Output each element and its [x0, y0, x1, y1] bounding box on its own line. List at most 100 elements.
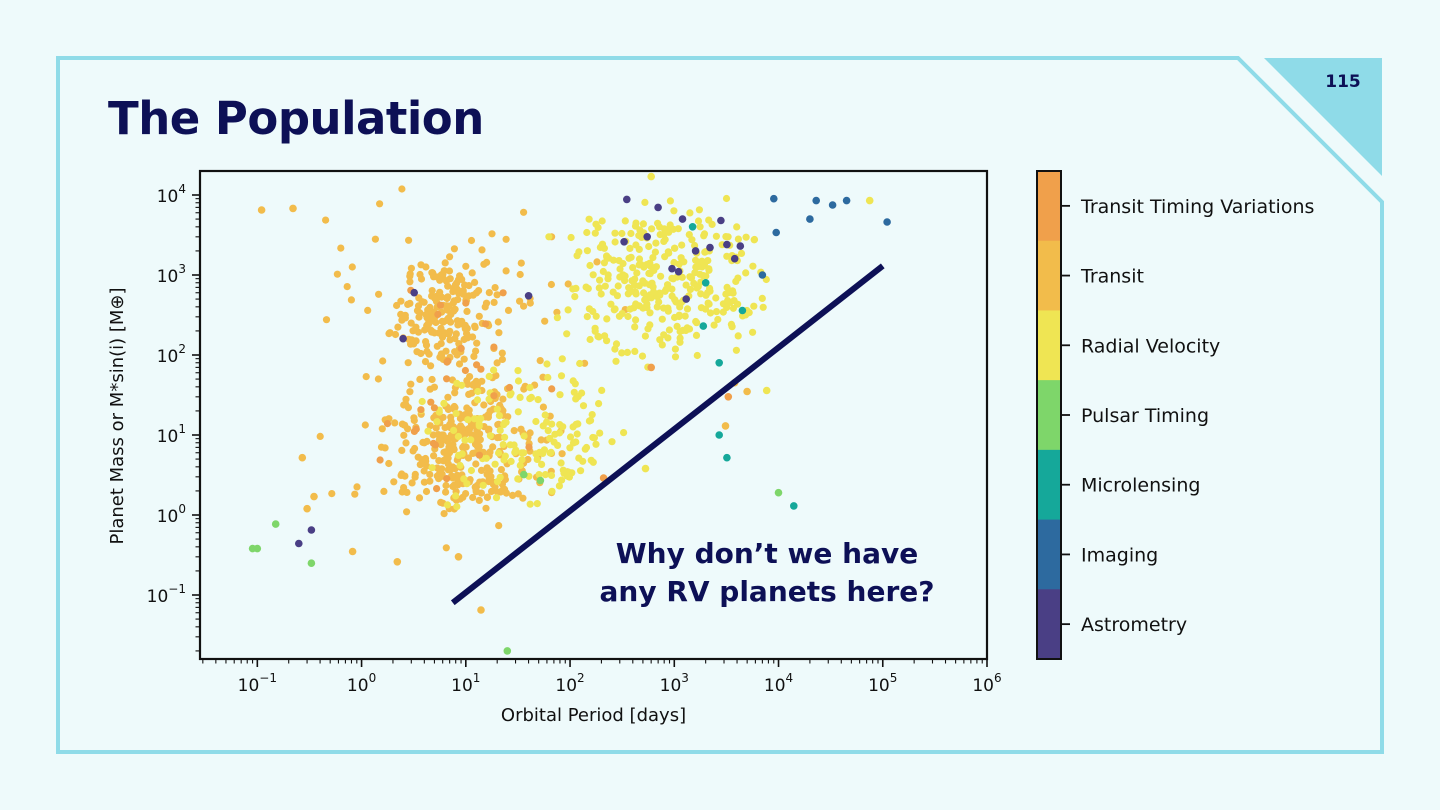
data-point	[546, 449, 554, 457]
data-point	[475, 451, 483, 459]
data-point	[400, 484, 408, 492]
data-point	[842, 196, 851, 205]
data-point	[567, 233, 575, 242]
data-point	[651, 248, 660, 256]
data-point	[712, 294, 720, 302]
data-point	[391, 330, 400, 339]
data-point	[433, 485, 441, 493]
data-point	[446, 421, 454, 429]
data-point	[737, 249, 746, 257]
data-point	[490, 298, 498, 306]
data-point	[723, 453, 731, 462]
annotation-line-2: any RV planets here?	[599, 575, 934, 608]
data-point	[476, 436, 484, 444]
data-point	[467, 466, 475, 475]
data-point	[447, 465, 455, 473]
data-point	[564, 280, 572, 288]
data-point	[572, 420, 580, 428]
page-number: 115	[1325, 72, 1361, 92]
data-point	[699, 272, 707, 280]
data-point	[692, 317, 700, 326]
data-point	[481, 303, 489, 311]
data-point	[592, 220, 600, 228]
data-point	[483, 493, 491, 502]
data-point	[253, 544, 262, 553]
data-point	[322, 316, 331, 324]
data-point	[446, 336, 454, 344]
data-point	[619, 271, 627, 279]
data-point	[680, 258, 688, 266]
data-point	[742, 269, 750, 277]
data-point	[425, 350, 433, 358]
data-point	[507, 389, 515, 397]
data-point	[440, 399, 448, 407]
data-point	[516, 461, 524, 470]
data-point	[743, 387, 751, 396]
data-point	[525, 443, 533, 451]
data-point	[738, 306, 747, 315]
data-point	[539, 449, 547, 457]
data-point	[576, 359, 584, 368]
data-point	[511, 448, 519, 456]
data-point	[464, 416, 472, 424]
data-point	[451, 403, 459, 412]
data-point	[422, 338, 430, 346]
data-point	[719, 308, 727, 316]
data-point	[674, 225, 682, 233]
data-point	[257, 206, 266, 214]
data-point	[421, 358, 430, 366]
data-point	[611, 238, 619, 246]
data-point	[455, 289, 463, 297]
y-axis: 10−1 100 101 102 103 104	[147, 182, 200, 652]
data-point	[328, 490, 336, 498]
y-tick-label: 102	[157, 342, 186, 367]
data-point	[646, 309, 654, 317]
colorbar-segment	[1037, 589, 1061, 660]
data-point	[555, 482, 564, 490]
data-point	[758, 294, 766, 302]
data-point	[430, 452, 438, 460]
data-point	[686, 209, 694, 217]
data-point	[380, 487, 388, 495]
data-point	[575, 248, 583, 256]
data-point	[408, 336, 416, 344]
data-point	[648, 225, 656, 233]
data-point	[463, 377, 471, 385]
data-point	[464, 454, 473, 462]
data-point	[411, 473, 419, 481]
data-point	[641, 198, 649, 206]
data-point	[504, 306, 513, 314]
data-point	[518, 456, 526, 464]
data-point	[563, 472, 571, 480]
data-point	[420, 467, 428, 475]
data-point	[461, 430, 469, 439]
data-point	[375, 290, 383, 298]
data-point	[674, 267, 683, 276]
data-point	[581, 445, 589, 453]
data-point	[473, 339, 481, 347]
data-point	[446, 253, 454, 261]
data-point	[404, 404, 412, 412]
data-point	[409, 327, 417, 335]
data-point	[627, 253, 635, 261]
data-point	[417, 406, 425, 414]
data-point	[458, 275, 466, 283]
data-point	[307, 526, 316, 534]
data-point	[443, 294, 451, 303]
data-point	[694, 263, 702, 271]
data-point	[418, 456, 426, 464]
data-point	[502, 267, 510, 275]
data-point	[706, 309, 715, 317]
data-point	[493, 359, 501, 367]
x-tick-label: 104	[764, 671, 793, 696]
data-point	[427, 362, 435, 370]
data-point	[462, 443, 470, 451]
data-point	[683, 305, 692, 313]
data-point	[688, 223, 697, 231]
data-point	[774, 488, 783, 497]
data-point	[669, 275, 677, 283]
data-point	[429, 270, 437, 278]
data-point	[462, 299, 470, 307]
data-point	[436, 288, 444, 296]
